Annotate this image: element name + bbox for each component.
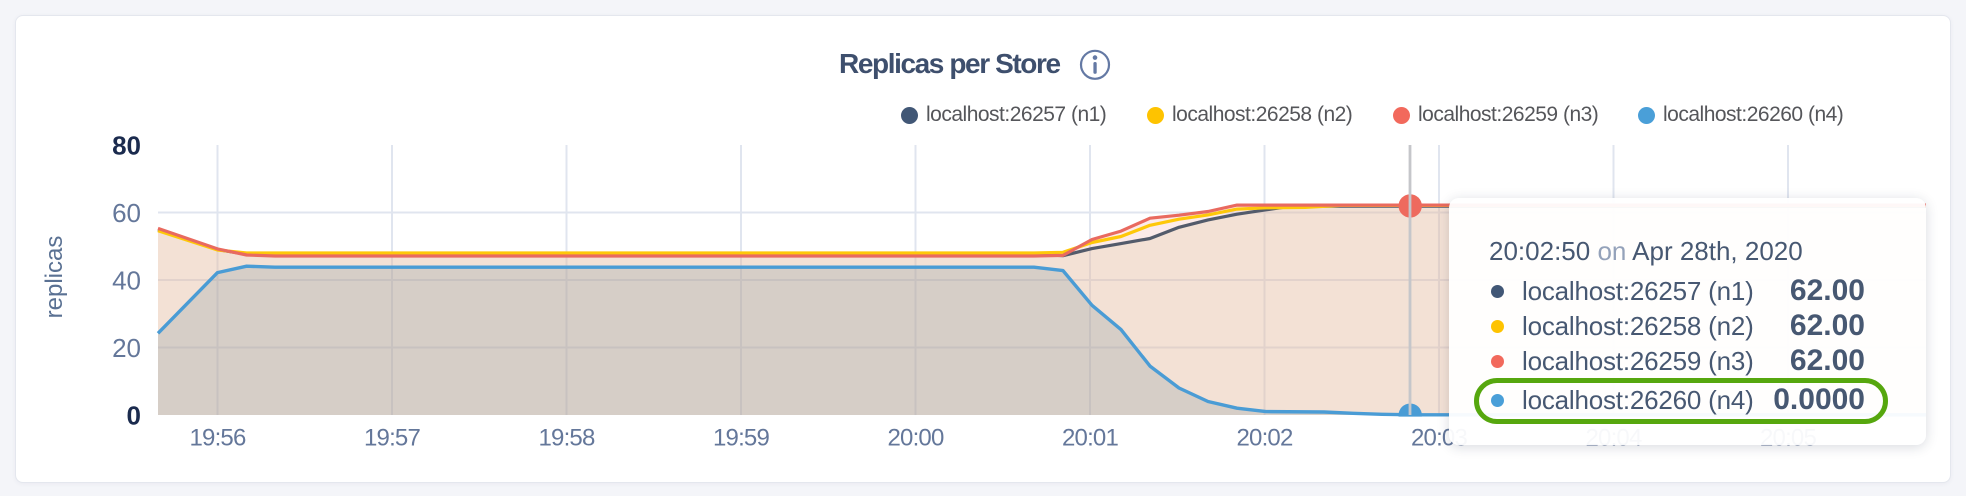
svg-text:80: 80	[112, 130, 141, 160]
svg-text:0: 0	[127, 400, 141, 430]
svg-text:19:59: 19:59	[713, 425, 770, 452]
svg-text:40: 40	[112, 265, 141, 295]
svg-text:20: 20	[112, 333, 141, 363]
svg-text:60: 60	[112, 198, 141, 228]
svg-text:20:01: 20:01	[1062, 425, 1119, 452]
svg-text:replicas: replicas	[41, 236, 68, 319]
svg-text:20:02: 20:02	[1236, 425, 1293, 452]
svg-text:19:57: 19:57	[364, 425, 421, 452]
svg-text:19:56: 19:56	[189, 425, 246, 452]
svg-text:19:58: 19:58	[538, 425, 595, 452]
svg-text:20:00: 20:00	[887, 425, 944, 452]
